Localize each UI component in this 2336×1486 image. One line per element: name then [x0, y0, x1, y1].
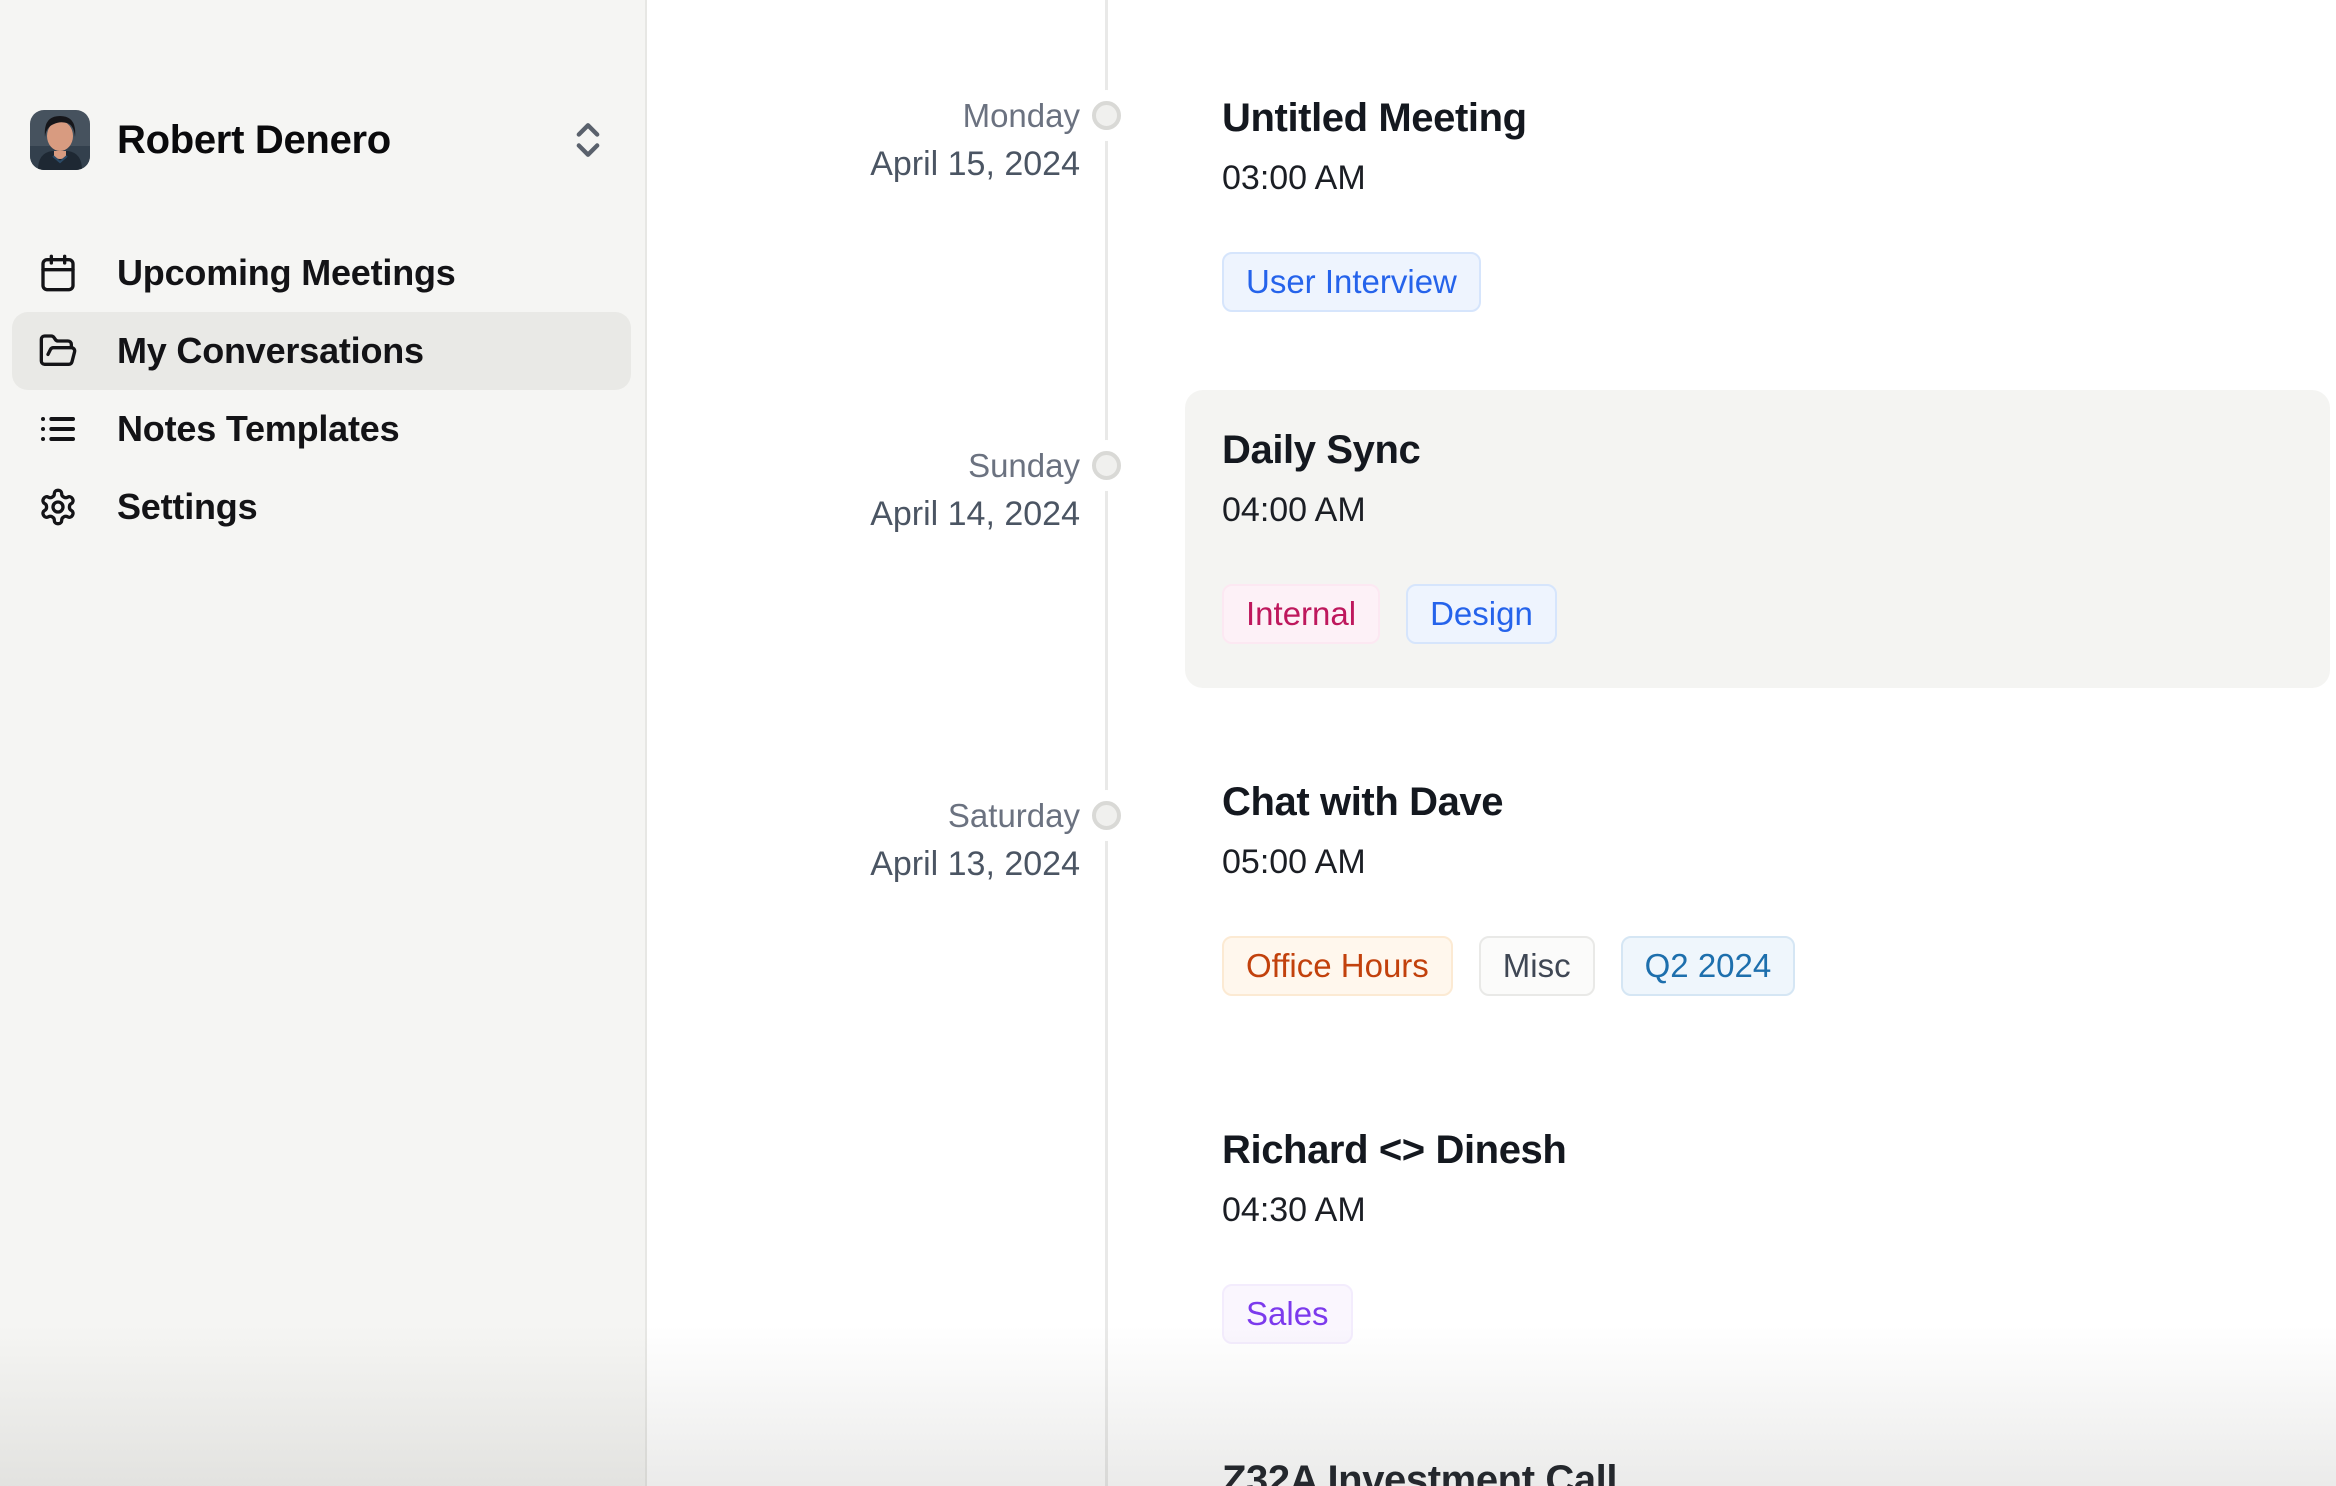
tag[interactable]: Q2 2024	[1620, 936, 1796, 996]
folder-open-icon	[38, 331, 78, 371]
timeline-dot	[1092, 801, 1121, 830]
timeline-weekday: Monday	[962, 97, 1080, 134]
meeting-time: 04:00 AM	[1222, 491, 1366, 529]
timeline-date-group: Monday April 15, 2024	[870, 92, 1080, 188]
sidebar-item-settings[interactable]: Settings	[12, 468, 631, 546]
meeting-title: Chat with Dave	[1222, 780, 1504, 824]
meeting-entry[interactable]: Chat with Dave 05:00 AM Office Hours Mis…	[1222, 778, 1821, 996]
tag[interactable]: Design	[1406, 584, 1557, 644]
timeline-date-group: Saturday April 13, 2024	[870, 792, 1080, 888]
timeline-weekday: Sunday	[968, 447, 1080, 484]
timeline-date: April 15, 2024	[870, 145, 1080, 183]
meeting-time: 03:00 AM	[1222, 159, 1366, 197]
timeline-line	[1105, 0, 1108, 1486]
sidebar-item-upcoming-meetings[interactable]: Upcoming Meetings	[12, 234, 631, 312]
meeting-entry[interactable]: Z32A Investment Call	[1222, 1456, 1617, 1486]
conversations-timeline	[649, 0, 2336, 1486]
timeline-date: April 13, 2024	[870, 845, 1080, 883]
timeline-date-group: Sunday April 14, 2024	[870, 442, 1080, 538]
meeting-title: Daily Sync	[1222, 428, 1421, 472]
meeting-time: 04:30 AM	[1222, 1191, 1366, 1229]
sidebar-item-label: Notes Templates	[117, 408, 400, 449]
tag[interactable]: Misc	[1478, 936, 1595, 996]
chevrons-up-down-icon	[566, 118, 610, 162]
meeting-entry[interactable]: Daily Sync 04:00 AM Internal Design	[1185, 390, 2330, 644]
tag[interactable]: User Interview	[1222, 252, 1481, 312]
meeting-tags: Sales	[1222, 1284, 1566, 1344]
meeting-tags: Internal Design	[1222, 584, 2330, 644]
meeting-title: Untitled Meeting	[1222, 96, 1527, 140]
timeline-dot	[1092, 451, 1121, 480]
timeline-weekday: Saturday	[947, 797, 1080, 834]
avatar	[30, 110, 90, 170]
tag[interactable]: Internal	[1222, 584, 1381, 644]
meeting-entry-highlighted[interactable]: Daily Sync 04:00 AM Internal Design	[1185, 390, 2330, 688]
tag[interactable]: Office Hours	[1222, 936, 1453, 996]
sidebar-item-label: Settings	[117, 486, 258, 527]
timeline-dot	[1092, 101, 1121, 130]
sidebar-item-label: My Conversations	[117, 330, 424, 371]
profile-switcher[interactable]: Robert Denero	[30, 108, 620, 172]
sidebar-item-my-conversations[interactable]: My Conversations	[12, 312, 631, 390]
meeting-tags: Office Hours Misc Q2 2024	[1222, 936, 1821, 996]
meeting-tags: User Interview	[1222, 252, 1527, 312]
sidebar: Robert Denero Upcoming Meetings My Conve…	[0, 0, 647, 1486]
sidebar-nav: Upcoming Meetings My Conversations Notes…	[12, 234, 631, 546]
sidebar-item-label: Upcoming Meetings	[117, 252, 456, 293]
meeting-entry[interactable]: Richard <> Dinesh 04:30 AM Sales	[1222, 1126, 1567, 1344]
list-icon	[38, 409, 78, 449]
sidebar-item-notes-templates[interactable]: Notes Templates	[12, 390, 631, 468]
meeting-title: Z32A Investment Call	[1222, 1458, 1618, 1486]
timeline-date: April 14, 2024	[870, 495, 1080, 533]
meeting-time: 05:00 AM	[1222, 843, 1366, 881]
tag[interactable]: Sales	[1222, 1284, 1353, 1344]
calendar-icon	[38, 253, 78, 293]
gear-icon	[38, 487, 78, 527]
meeting-entry[interactable]: Untitled Meeting 03:00 AM User Interview	[1222, 94, 1527, 312]
meeting-title: Richard <> Dinesh	[1222, 1128, 1567, 1172]
profile-name: Robert Denero	[117, 117, 391, 162]
